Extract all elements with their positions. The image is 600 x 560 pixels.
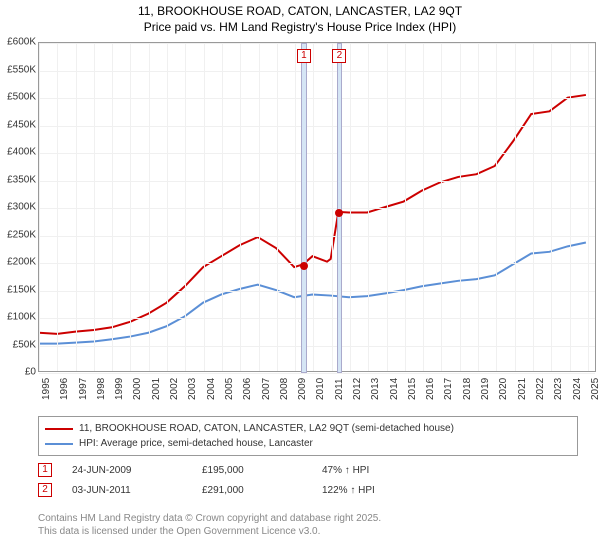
event-pct-2: 122% ↑ HPI [322, 485, 442, 496]
y-axis: £0£50K£100K£150K£200K£250K£300K£350K£400… [0, 42, 38, 372]
x-tick-label: 1998 [96, 378, 107, 400]
x-tick-label: 2020 [498, 378, 509, 400]
x-tick-label: 2023 [553, 378, 564, 400]
event-pct-1: 47% ↑ HPI [322, 465, 442, 476]
x-tick-label: 2008 [279, 378, 290, 400]
x-tick-label: 2019 [480, 378, 491, 400]
x-tick-label: 2000 [132, 378, 143, 400]
legend-label-property: 11, BROOKHOUSE ROAD, CATON, LANCASTER, L… [79, 421, 454, 436]
x-tick-label: 1999 [114, 378, 125, 400]
x-tick-label: 1996 [59, 378, 70, 400]
event-date-2: 03-JUN-2011 [72, 485, 202, 496]
sale-marker-label: 2 [332, 49, 346, 63]
sale-marker-label: 1 [297, 49, 311, 63]
x-tick-label: 2003 [187, 378, 198, 400]
title-line-2: Price paid vs. HM Land Registry's House … [0, 20, 600, 36]
x-tick-label: 1997 [78, 378, 89, 400]
legend-label-hpi: HPI: Average price, semi-detached house,… [79, 436, 313, 451]
x-tick-label: 2002 [169, 378, 180, 400]
x-tick-label: 2012 [352, 378, 363, 400]
y-tick-label: £50K [13, 339, 36, 350]
plot-area: 12 [38, 42, 596, 372]
x-tick-label: 2016 [425, 378, 436, 400]
y-tick-label: £250K [7, 229, 36, 240]
x-tick-label: 2022 [535, 378, 546, 400]
y-tick-label: £200K [7, 257, 36, 268]
x-axis: 1995 1996 1997 1998 1999 2000 2001 2002 2003 2004… [38, 372, 596, 412]
event-price-1: £195,000 [202, 465, 322, 476]
x-tick-label: 2014 [389, 378, 400, 400]
legend: 11, BROOKHOUSE ROAD, CATON, LANCASTER, L… [38, 416, 578, 456]
x-tick-label: 2025 [590, 378, 600, 400]
y-tick-label: £600K [7, 37, 36, 48]
y-tick-label: £300K [7, 202, 36, 213]
x-tick-label: 2004 [206, 378, 217, 400]
footer-line-2: This data is licensed under the Open Gov… [38, 525, 381, 538]
event-date-1: 24-JUN-2009 [72, 465, 202, 476]
title-line-1: 11, BROOKHOUSE ROAD, CATON, LANCASTER, L… [0, 4, 600, 20]
y-tick-label: £550K [7, 64, 36, 75]
sale-dot [335, 209, 343, 217]
event-row: 2 03-JUN-2011 £291,000 122% ↑ HPI [38, 480, 578, 500]
sale-dot [300, 262, 308, 270]
footer-line-1: Contains HM Land Registry data © Crown c… [38, 512, 381, 525]
x-tick-label: 2001 [151, 378, 162, 400]
legend-item-hpi: HPI: Average price, semi-detached house,… [45, 436, 571, 451]
event-marker-1: 1 [38, 463, 52, 477]
event-marker-2: 2 [38, 483, 52, 497]
chart-container: 11, BROOKHOUSE ROAD, CATON, LANCASTER, L… [0, 0, 600, 560]
y-tick-label: £100K [7, 312, 36, 323]
legend-swatch-property [45, 428, 73, 430]
legend-item-property: 11, BROOKHOUSE ROAD, CATON, LANCASTER, L… [45, 421, 571, 436]
x-tick-label: 2011 [334, 378, 345, 400]
x-tick-label: 2010 [315, 378, 326, 400]
legend-swatch-hpi [45, 443, 73, 445]
y-tick-label: £150K [7, 284, 36, 295]
x-tick-label: 2021 [517, 378, 528, 400]
y-tick-label: £500K [7, 92, 36, 103]
y-tick-label: £350K [7, 174, 36, 185]
y-tick-label: £450K [7, 119, 36, 130]
event-price-2: £291,000 [202, 485, 322, 496]
title-block: 11, BROOKHOUSE ROAD, CATON, LANCASTER, L… [0, 0, 600, 37]
x-tick-label: 2018 [462, 378, 473, 400]
x-tick-label: 2015 [407, 378, 418, 400]
x-tick-label: 2007 [261, 378, 272, 400]
y-tick-label: £0 [25, 367, 36, 378]
x-tick-label: 2006 [242, 378, 253, 400]
sale-marker-band [301, 43, 306, 373]
x-tick-label: 2005 [224, 378, 235, 400]
x-tick-label: 1995 [41, 378, 52, 400]
events-table: 1 24-JUN-2009 £195,000 47% ↑ HPI 2 03-JU… [38, 460, 578, 500]
y-tick-label: £400K [7, 147, 36, 158]
footer: Contains HM Land Registry data © Crown c… [38, 512, 381, 538]
x-tick-label: 2024 [572, 378, 583, 400]
x-tick-label: 2017 [443, 378, 454, 400]
chart-svg [39, 43, 595, 371]
event-row: 1 24-JUN-2009 £195,000 47% ↑ HPI [38, 460, 578, 480]
x-tick-label: 2013 [370, 378, 381, 400]
x-tick-label: 2009 [297, 378, 308, 400]
